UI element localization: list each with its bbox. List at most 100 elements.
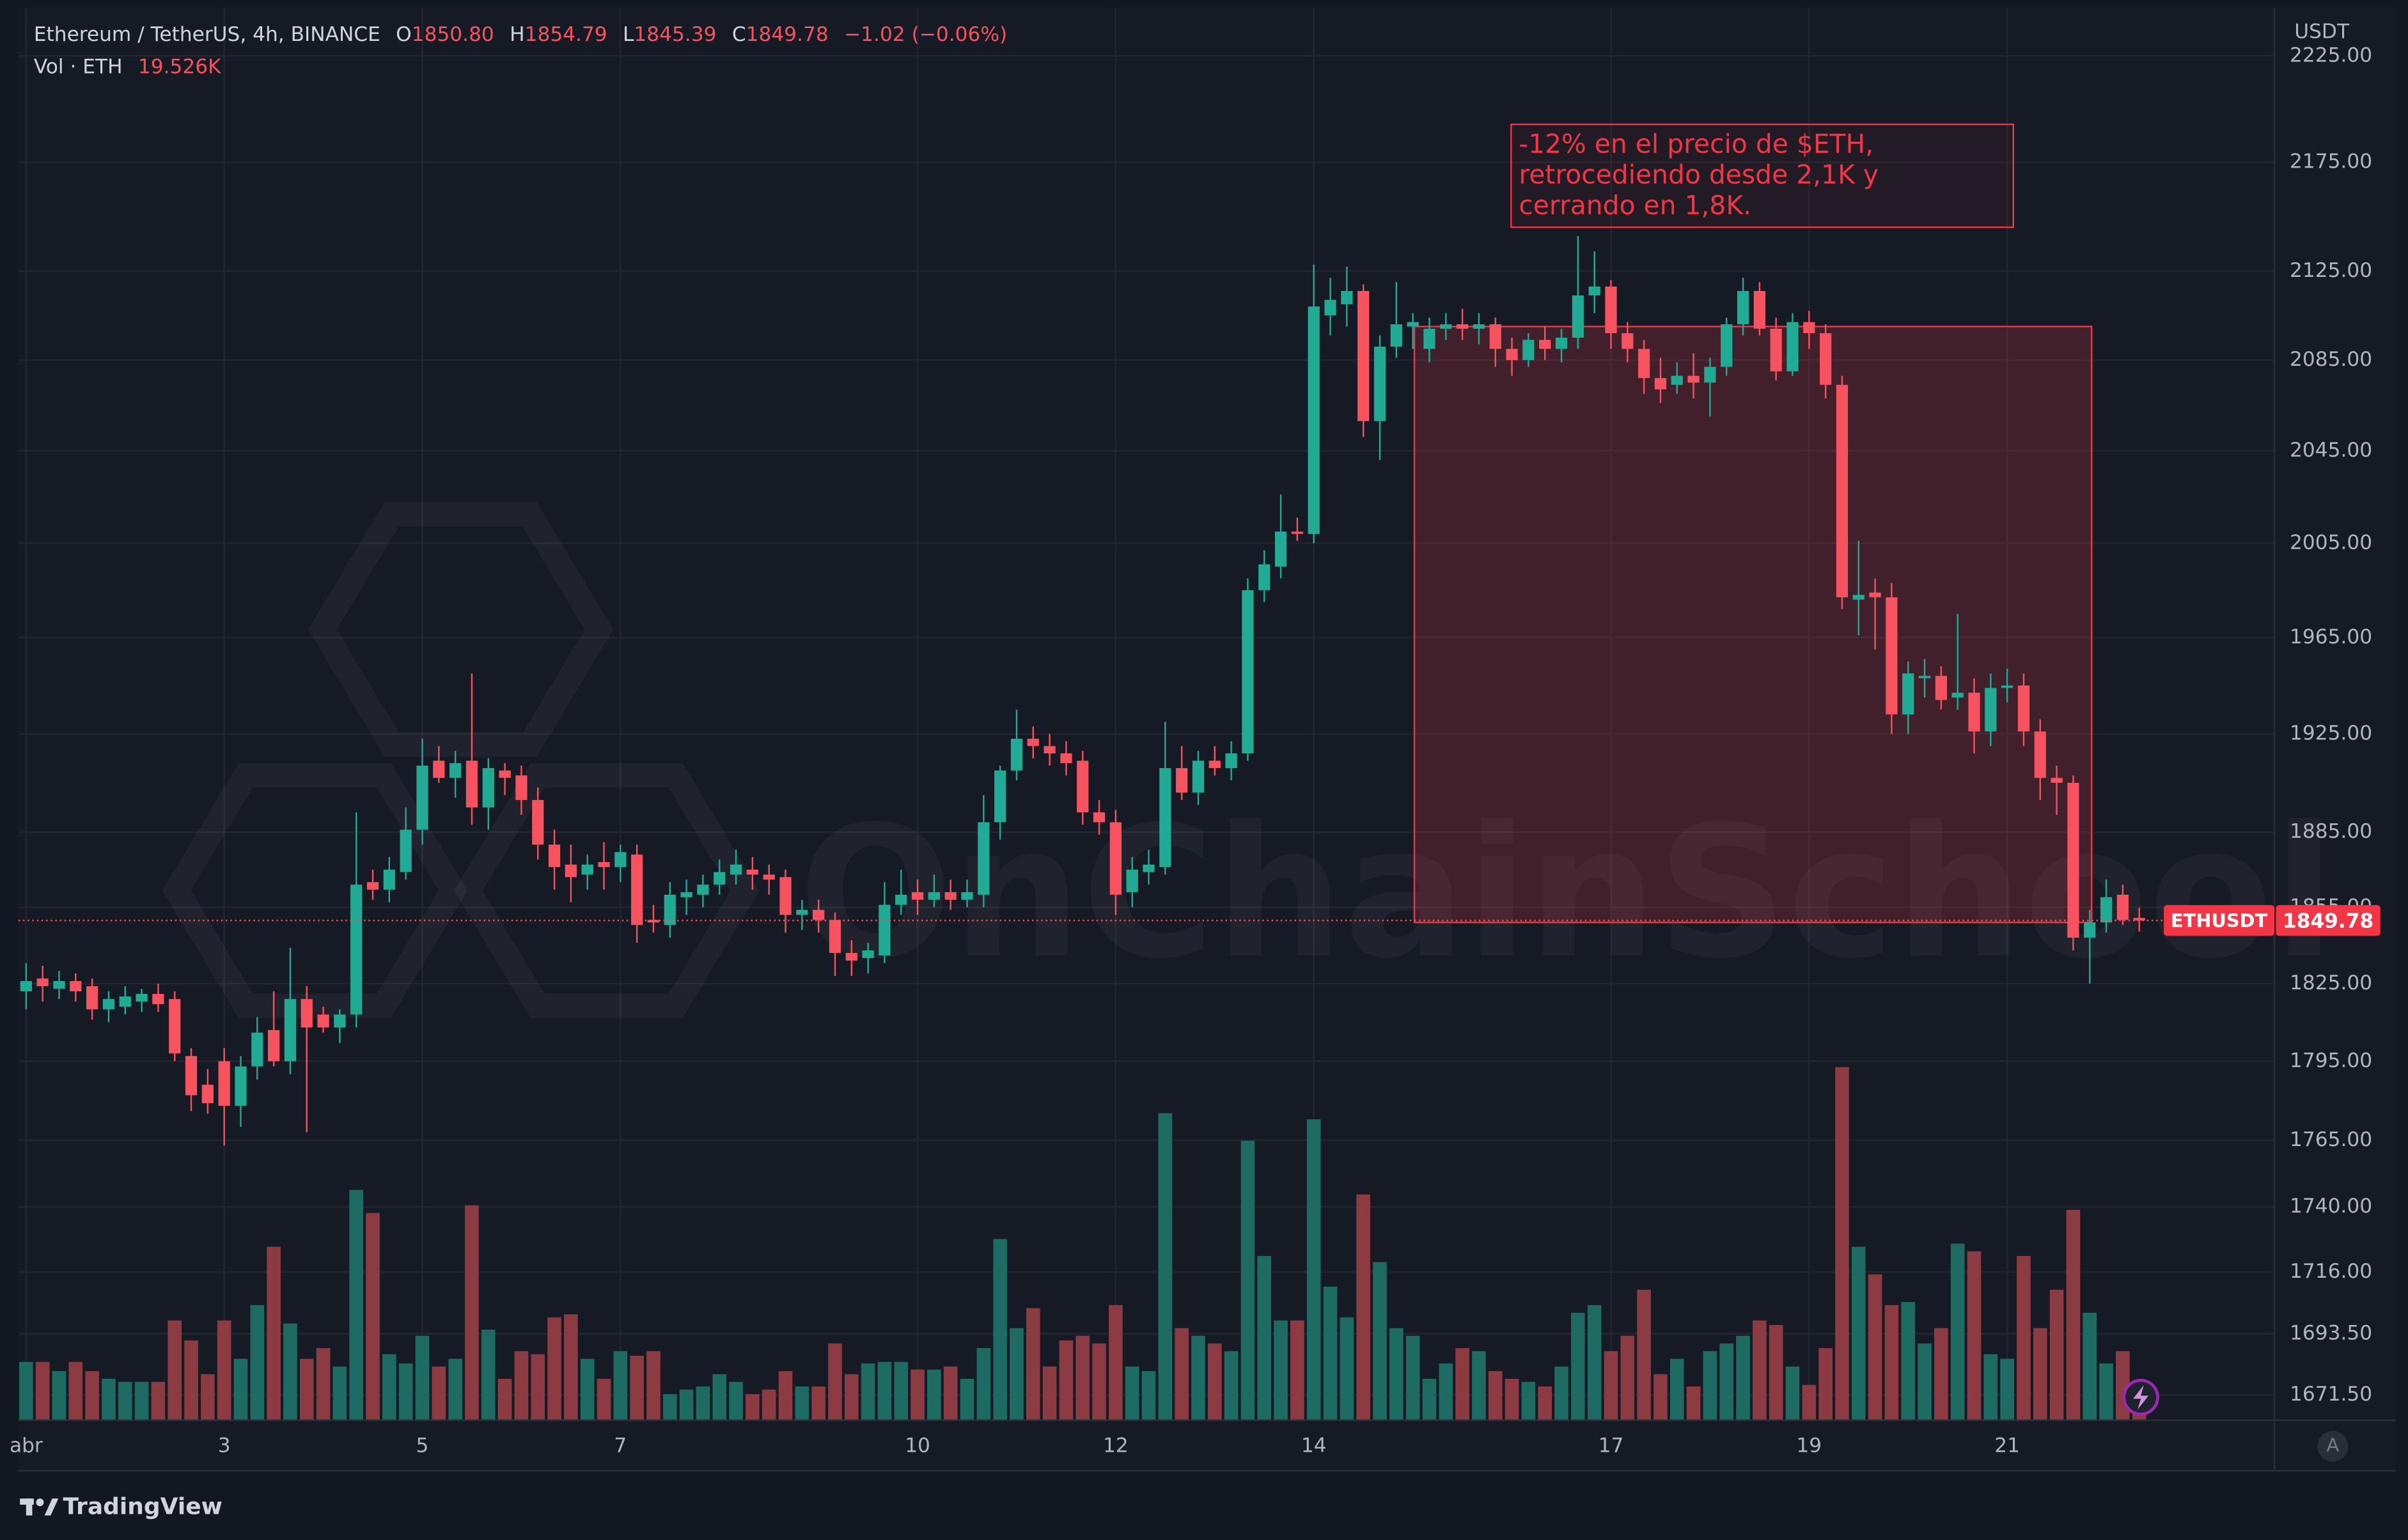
volume-bar — [976, 1348, 991, 1420]
volume-bar — [1356, 1194, 1370, 1420]
volume-bar — [630, 1355, 644, 1420]
candle-body — [465, 760, 478, 808]
candle-body — [1951, 693, 1964, 698]
candle-body — [169, 999, 181, 1054]
candle-body — [1373, 346, 1386, 421]
auto-scale-button[interactable] — [2317, 1431, 2349, 1462]
candle-body — [235, 1066, 247, 1106]
volume-bar — [448, 1358, 462, 1420]
candle-body — [746, 869, 759, 875]
volume-bar — [1736, 1335, 1750, 1420]
candle-body — [284, 999, 297, 1062]
volume-bar — [844, 1374, 859, 1420]
x-tick-label: 7 — [614, 1434, 627, 1458]
volume-bar — [432, 1366, 446, 1420]
ohlc-value: 1845.39 — [634, 23, 716, 46]
candle-body — [218, 1061, 230, 1106]
candle-body — [350, 884, 363, 1015]
volume-bar — [1274, 1320, 1288, 1420]
candle-body — [1159, 767, 1171, 867]
volume-bar — [877, 1362, 892, 1420]
candle-body — [1044, 746, 1056, 754]
candle-body — [944, 892, 957, 900]
volume-bar — [1340, 1317, 1354, 1420]
volume-legend: Vol · ETH 19.526K — [34, 56, 222, 79]
symbol-tag-label: ETHUSDT — [2171, 910, 2267, 932]
volume-bar — [1785, 1366, 1800, 1420]
volume-bar — [217, 1320, 231, 1420]
volume-bar — [943, 1366, 958, 1420]
volume-bar — [811, 1386, 825, 1420]
annotation-line: retrocediendo desde 2,1K y — [1519, 159, 1879, 190]
y-tick-label: 2045.00 — [2290, 439, 2372, 462]
candle-body — [1968, 693, 1980, 732]
volume-bar — [894, 1362, 909, 1420]
volume-bar — [1719, 1343, 1734, 1420]
candle-body — [1918, 675, 1931, 679]
volume-bar — [531, 1354, 545, 1420]
candle-body — [1341, 290, 1353, 304]
candle-body — [1423, 329, 1435, 349]
volume-bar — [1505, 1378, 1519, 1420]
candle-body — [1687, 375, 1700, 383]
candle-body — [813, 909, 825, 920]
volume-bar — [398, 1363, 413, 1420]
candle-body — [730, 864, 742, 875]
volume-bar — [168, 1320, 182, 1420]
volume-bar — [1686, 1386, 1701, 1420]
volume-bar — [646, 1351, 661, 1420]
price-tag — [2276, 905, 2381, 936]
candle-body — [565, 864, 577, 877]
volume-bar — [1554, 1366, 1568, 1420]
candle-body — [1324, 299, 1336, 316]
volume-bar — [2083, 1312, 2097, 1420]
volume-bar — [1571, 1312, 1585, 1420]
range-box — [1413, 326, 2093, 923]
candle-body — [1588, 287, 1600, 295]
candle-body — [1704, 366, 1716, 383]
candle-body — [2133, 918, 2145, 921]
volume-bar — [1654, 1374, 1668, 1420]
volume-bar — [1389, 1328, 1403, 1420]
volume-bar — [746, 1394, 760, 1420]
candle-body — [2067, 782, 2079, 938]
candle-body — [1390, 324, 1402, 347]
volume-bar — [1075, 1335, 1090, 1420]
volume-bar — [960, 1378, 974, 1420]
candle-body — [1291, 531, 1304, 534]
candle-body — [664, 894, 676, 925]
currency-label: USDT — [2294, 20, 2350, 43]
candle-body — [1258, 564, 1270, 590]
candle-body — [482, 767, 494, 808]
volume-bar — [564, 1314, 578, 1420]
candle-body — [416, 766, 428, 830]
candle-body — [1109, 822, 1122, 895]
volume-bar — [795, 1386, 809, 1420]
candle-body — [1506, 349, 1518, 361]
candle-body — [433, 760, 445, 778]
candle-body — [1638, 349, 1650, 379]
candle-body — [2084, 922, 2096, 938]
volume-bar — [1818, 1348, 1833, 1420]
volume-bar — [613, 1351, 628, 1420]
volume-bar — [1141, 1371, 1156, 1420]
candle-body — [581, 864, 593, 875]
volume-bar — [1092, 1343, 1106, 1420]
volume-bar — [1439, 1363, 1453, 1420]
candle-body — [532, 799, 544, 845]
candle-body — [680, 892, 692, 897]
volume-bar — [580, 1358, 595, 1420]
volume-bar — [1538, 1386, 1552, 1420]
volume-bar — [2000, 1358, 2014, 1420]
x-tick-label: 17 — [1599, 1434, 1624, 1458]
volume-bar — [1868, 1274, 1882, 1420]
volume-bar — [134, 1381, 149, 1420]
candle-body — [598, 861, 610, 867]
volume-bar — [1521, 1381, 1536, 1420]
volume-bar — [1835, 1067, 1849, 1420]
candle-body — [1721, 324, 1733, 367]
change: −1.02 (−0.06%) — [844, 23, 1007, 46]
volume-bar — [1950, 1243, 1965, 1420]
candle-body — [1522, 340, 1535, 361]
